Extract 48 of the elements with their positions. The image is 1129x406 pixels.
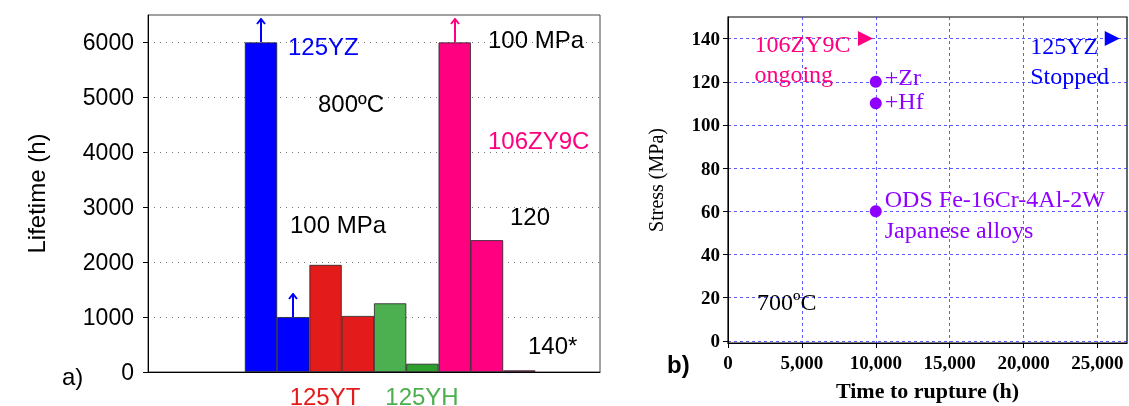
annotation: 120	[510, 202, 551, 230]
x-tick-label: 10,000	[849, 352, 902, 373]
x-tick-label: 5,000	[780, 352, 824, 373]
annotation: 100 MPa	[488, 25, 585, 53]
point	[869, 205, 882, 218]
annotation: +Zr	[884, 63, 921, 90]
annotation: 106ZY9C	[754, 30, 851, 57]
annotation: ongoing	[754, 60, 834, 87]
y-axis-title: Lifetime (h)	[22, 133, 50, 254]
annotation: Stopped	[1030, 62, 1109, 89]
point	[869, 97, 882, 110]
annotation: Japanese alloys	[884, 217, 1034, 244]
x-tick-label: 20,000	[997, 352, 1050, 373]
y-tick-label: 6000	[82, 29, 134, 56]
annotation: 800ºC	[318, 89, 385, 117]
annotation: 106ZY9C	[488, 126, 590, 154]
annotation: ODS Fe-16Cr-4Al-2W	[884, 186, 1106, 213]
text: 125YT	[289, 382, 361, 406]
y-tick-label: 80	[701, 157, 720, 179]
x-tick-label: 15,000	[923, 352, 976, 373]
y-tick-label: 5000	[82, 84, 134, 111]
point	[857, 31, 873, 47]
annotation: 140*	[528, 331, 578, 359]
y-tick-label: 120	[691, 71, 720, 93]
x-tick-label: 0	[723, 352, 733, 373]
y-tick-label: 0	[710, 330, 720, 352]
y-tick-label: 140	[691, 28, 720, 50]
y-tick-label: 3000	[82, 194, 134, 221]
text: b)	[667, 350, 690, 378]
point	[869, 75, 882, 88]
annotation: 125YZ	[288, 32, 359, 60]
x-axis-title: Time to rupture (h)	[835, 377, 1020, 403]
y-tick-label: 40	[701, 243, 720, 265]
point	[1104, 31, 1120, 47]
annotation: 700ºC	[757, 289, 817, 315]
annotation: +Hf	[884, 88, 924, 115]
annotation: 100 MPa	[290, 210, 387, 238]
y-tick-label: 2000	[82, 249, 134, 276]
y-tick-label: 60	[701, 200, 720, 222]
text: 125YH	[385, 382, 459, 406]
y-tick-label: 100	[691, 114, 720, 136]
text: a)	[62, 362, 84, 390]
y-axis-title: Stress (MPa)	[645, 128, 668, 232]
x-tick-label: 25,000	[1071, 352, 1124, 373]
annotation: 125YZ	[1030, 32, 1099, 59]
y-tick-label: 4000	[82, 139, 134, 166]
y-tick-label: 20	[701, 287, 720, 309]
y-tick-label: 1000	[82, 304, 134, 331]
